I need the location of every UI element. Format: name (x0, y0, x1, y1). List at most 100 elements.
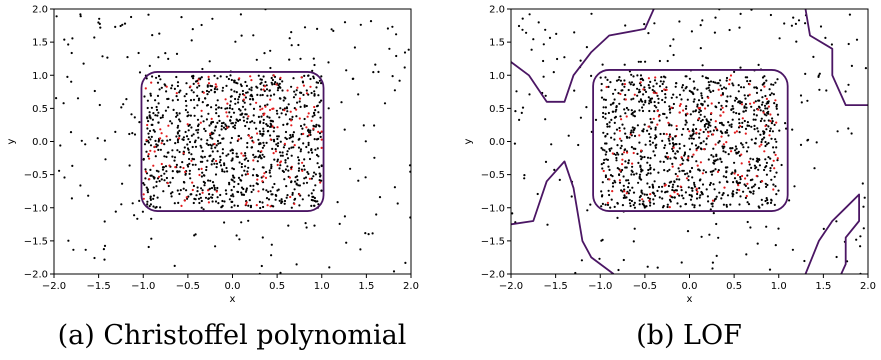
data-point (244, 154, 247, 157)
data-point (310, 192, 313, 195)
data-point (799, 94, 803, 97)
data-point (320, 138, 323, 141)
data-point (278, 82, 281, 85)
data-point (652, 85, 655, 88)
data-point (772, 93, 776, 96)
data-point (720, 87, 724, 90)
data-point (725, 166, 728, 169)
data-point (103, 244, 107, 247)
data-point (299, 91, 302, 94)
data-point (518, 118, 521, 121)
data-point (281, 200, 284, 203)
data-point (606, 123, 609, 126)
data-point (685, 177, 689, 180)
data-point (165, 155, 168, 158)
x-tick-label: −2.0 (42, 281, 66, 292)
data-point (298, 117, 301, 120)
data-point (192, 82, 195, 85)
data-point (220, 106, 223, 110)
data-point (284, 161, 287, 164)
data-point (231, 148, 234, 151)
data-point (176, 138, 179, 142)
data-point (149, 149, 152, 152)
data-point (292, 77, 295, 80)
data-point (250, 79, 253, 82)
data-point (264, 176, 268, 179)
data-point (149, 116, 152, 119)
data-point (766, 107, 769, 110)
data-point (825, 89, 828, 92)
data-point (748, 163, 751, 166)
data-point (606, 78, 609, 81)
data-point (744, 177, 747, 180)
data-point (312, 124, 315, 127)
data-point (745, 194, 748, 198)
data-point (727, 134, 730, 137)
data-point (740, 142, 743, 145)
data-point (646, 161, 649, 164)
data-point (93, 36, 96, 39)
data-point (146, 188, 149, 191)
data-point (206, 93, 209, 96)
data-point (769, 127, 772, 130)
data-point (765, 114, 768, 117)
data-point (170, 195, 173, 198)
data-point (233, 180, 236, 183)
data-point (239, 13, 242, 16)
data-point (284, 168, 287, 171)
data-point (232, 195, 235, 198)
data-point (767, 142, 770, 145)
data-point (266, 124, 269, 127)
data-point (150, 81, 153, 84)
data-point (155, 105, 158, 109)
data-point (154, 99, 157, 102)
data-point (600, 82, 603, 86)
data-point (835, 220, 838, 223)
data-point (659, 80, 662, 83)
data-point (654, 76, 657, 79)
data-point (680, 133, 684, 136)
data-point (705, 137, 708, 140)
data-point (687, 186, 690, 189)
data-point (210, 117, 213, 120)
data-point (739, 178, 742, 181)
data-point (290, 119, 293, 122)
data-point (306, 129, 310, 132)
data-point (761, 101, 764, 104)
data-point (141, 210, 144, 213)
data-point (644, 99, 647, 102)
data-point (648, 186, 651, 189)
data-point (157, 74, 161, 78)
data-point (197, 168, 200, 171)
data-point (623, 194, 626, 197)
data-point (219, 141, 222, 145)
data-point (722, 150, 725, 153)
data-point (739, 195, 742, 198)
data-point (260, 264, 263, 268)
data-point (764, 182, 767, 185)
data-point (188, 123, 191, 126)
data-point (708, 89, 711, 92)
data-point (650, 97, 654, 100)
data-point (668, 139, 671, 142)
data-point (760, 117, 763, 120)
data-point (657, 115, 661, 118)
data-point (221, 170, 224, 173)
data-point (707, 86, 710, 89)
data-point (795, 40, 798, 43)
data-point (144, 168, 147, 171)
data-point (723, 186, 726, 189)
data-point (703, 100, 706, 103)
y-axis-label: y (463, 138, 474, 144)
data-point (240, 152, 243, 155)
data-point (627, 162, 630, 165)
data-point (625, 192, 628, 195)
data-point (653, 180, 656, 183)
x-tick-label: 1.5 (815, 281, 831, 292)
data-point (295, 115, 298, 118)
data-point (674, 143, 677, 146)
data-point (303, 74, 306, 77)
data-point (185, 189, 188, 192)
data-point (192, 77, 195, 80)
data-point (219, 158, 222, 162)
